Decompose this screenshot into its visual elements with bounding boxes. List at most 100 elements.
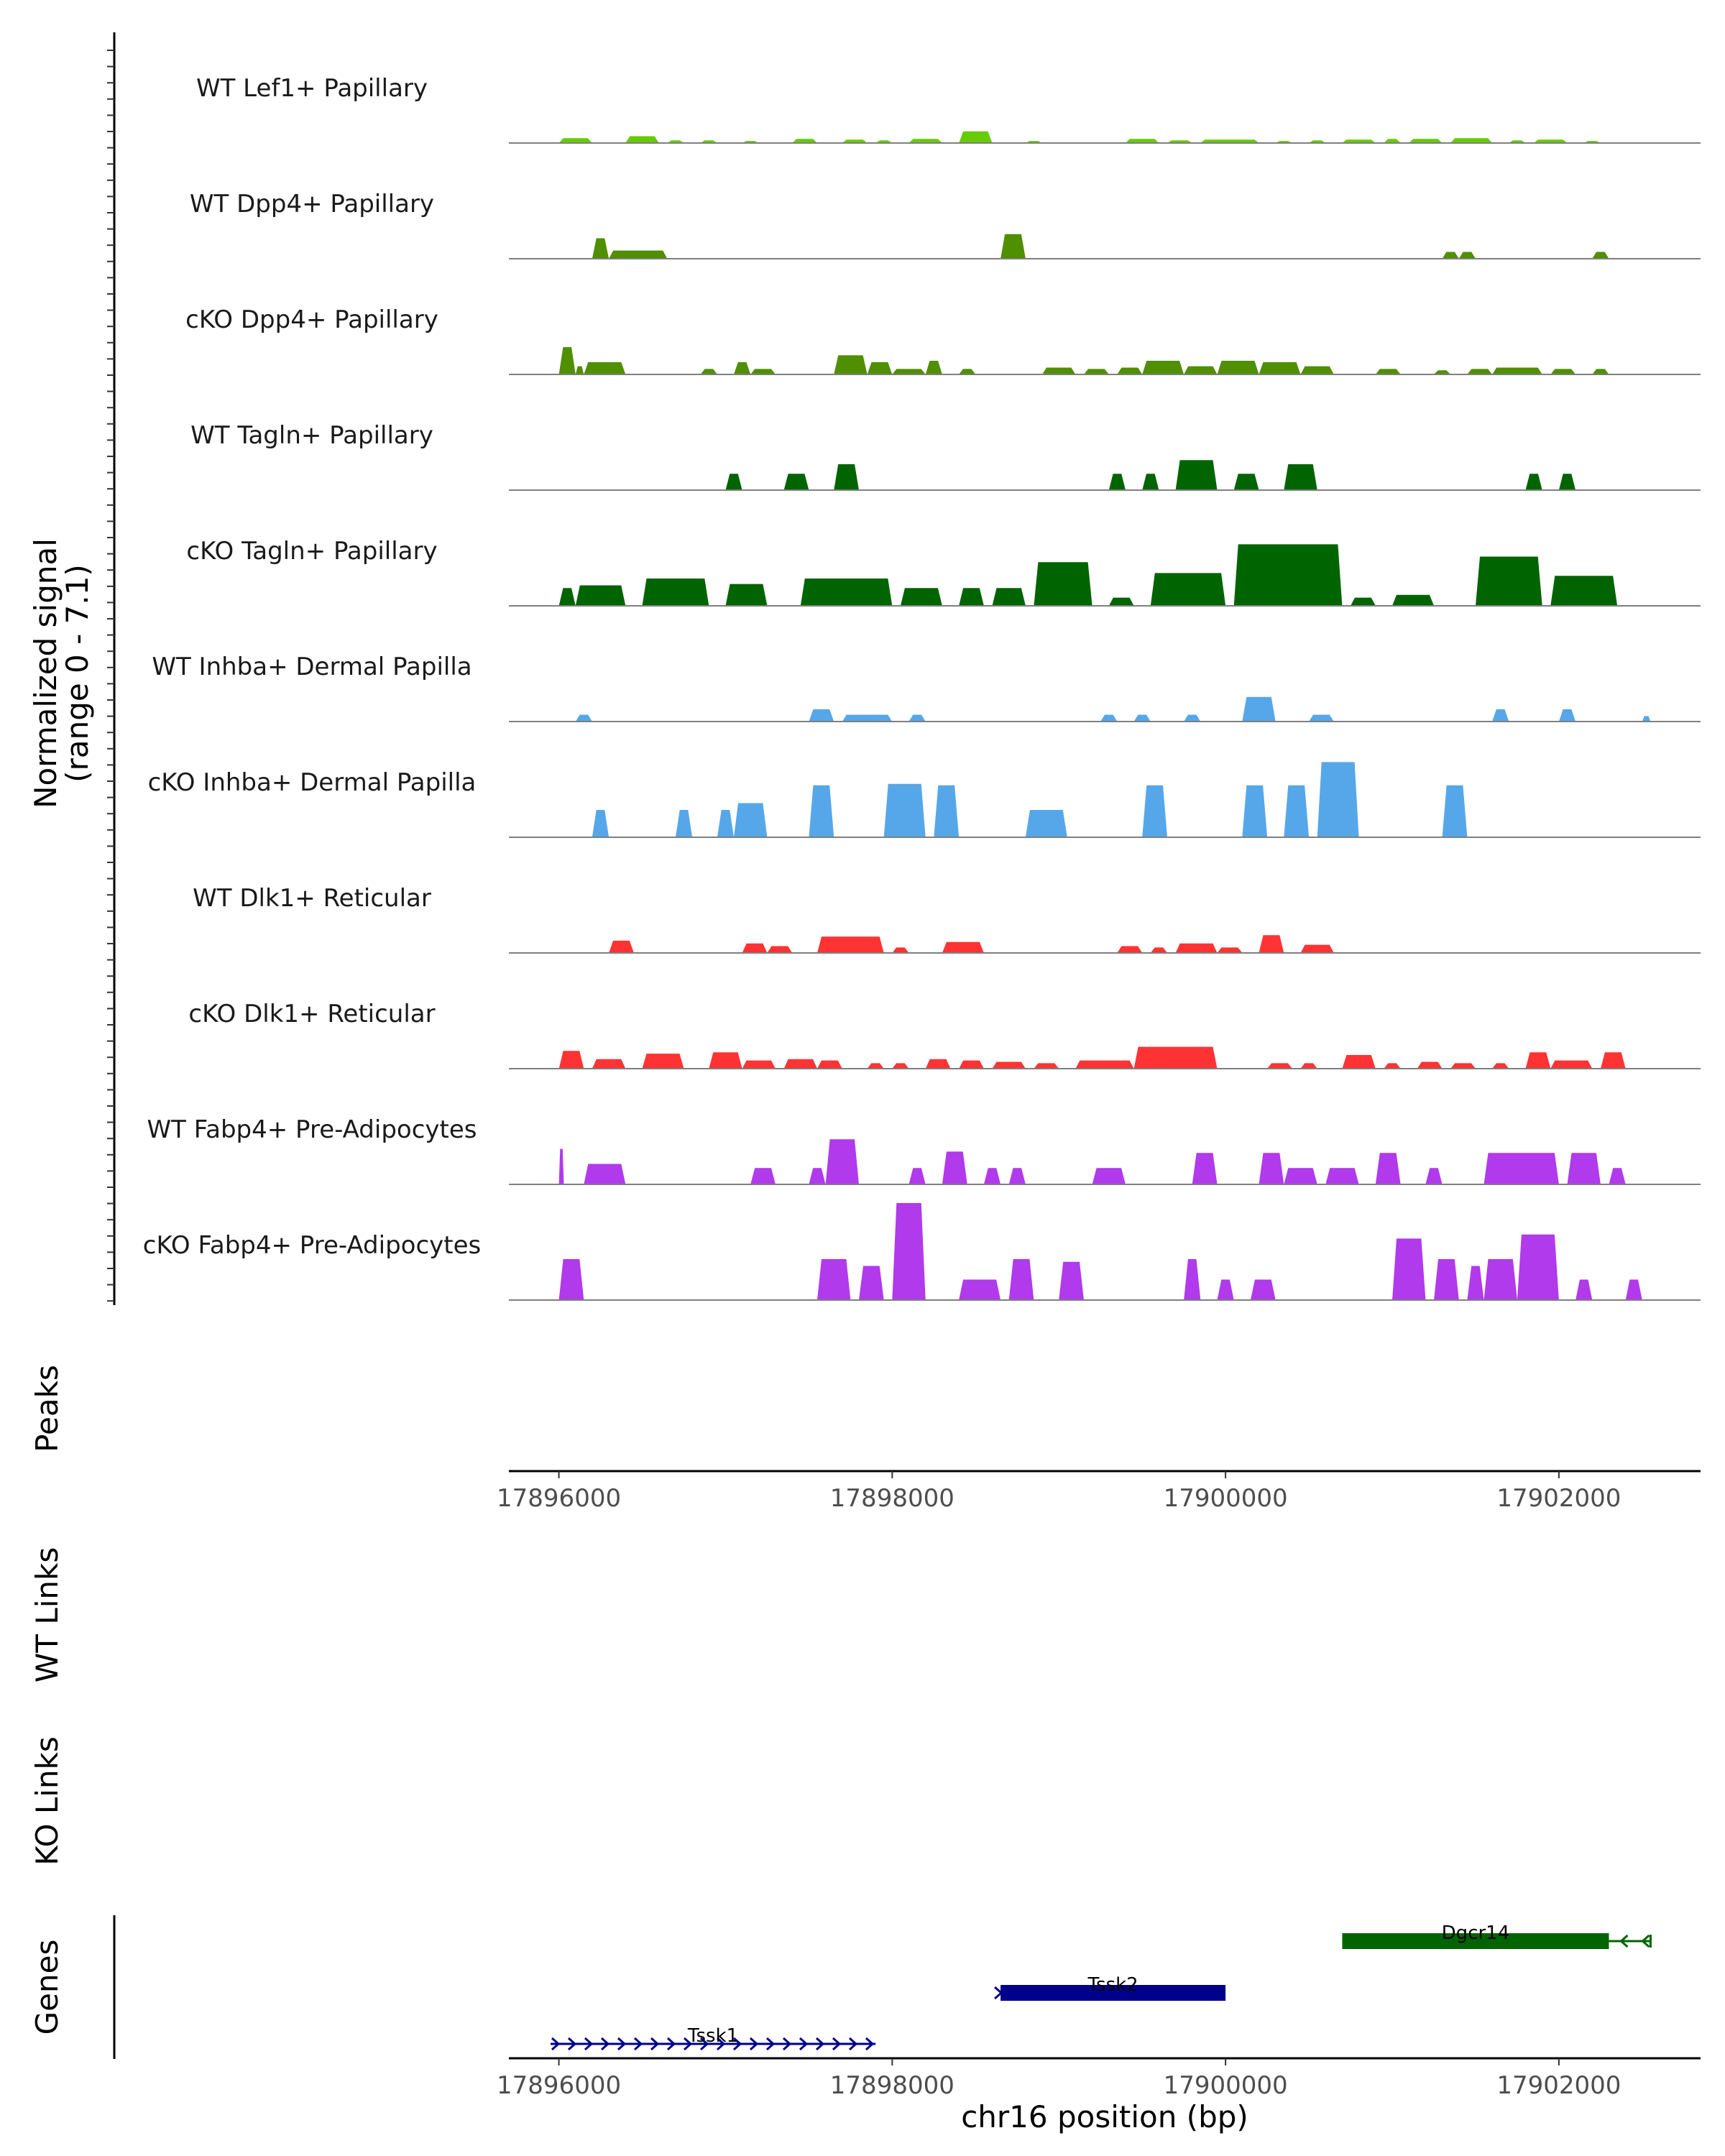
strand-arrow	[683, 2037, 693, 2051]
signal-area	[1450, 138, 1493, 143]
signal-area	[1150, 947, 1167, 953]
signal-area	[1558, 474, 1576, 490]
x-tick-label: 17900000	[1164, 1484, 1288, 1513]
signal-area	[908, 139, 942, 143]
signal-area	[742, 1060, 776, 1069]
coverage-tracks: WT Lef1+ Papillary WT Dpp4+ Papillary cKO …	[143, 74, 1701, 1301]
signal-area	[908, 714, 926, 722]
signal-area	[1034, 1063, 1059, 1069]
signal-area	[1484, 1153, 1559, 1184]
signal-area	[1467, 369, 1493, 374]
signal-area	[800, 579, 893, 606]
strand-arrow	[567, 2037, 577, 2051]
track-9: WT Fabp4+ Pre-Adipocytes	[147, 1115, 1701, 1185]
gene-label: Tssk1	[687, 2025, 738, 2047]
signal-area	[1609, 1168, 1626, 1184]
signal-area	[908, 1168, 926, 1184]
signal-area	[717, 810, 734, 837]
signal-area	[1458, 252, 1476, 259]
signal-area	[575, 714, 592, 722]
strand-arrow	[848, 2037, 858, 2051]
gene-tssk1: Tssk1	[550, 2025, 876, 2051]
signal-area	[1425, 1168, 1443, 1184]
x-tick-label: 17898000	[830, 1484, 954, 1513]
signal-area	[1434, 370, 1451, 374]
signal-area	[959, 131, 993, 143]
signal-area	[592, 810, 610, 837]
signal-area	[558, 1259, 584, 1300]
track-label: cKO Inhba+ Dermal Papilla	[148, 768, 477, 797]
signal-area	[1317, 762, 1359, 837]
wt-links-panel-label: WT Links	[29, 1547, 65, 1682]
signal-area	[1492, 367, 1542, 374]
signal-area	[1550, 369, 1576, 374]
signal-area	[1142, 361, 1184, 374]
signal-area	[809, 1168, 826, 1184]
track-label: WT Inhba+ Dermal Papilla	[152, 653, 472, 681]
signal-area	[1250, 1279, 1276, 1300]
strand-arrow	[600, 2037, 610, 2051]
signal-area	[1576, 1279, 1593, 1300]
signal-area	[767, 946, 793, 953]
signal-area	[584, 361, 626, 374]
signal-area	[675, 810, 693, 837]
signal-area	[1525, 1052, 1551, 1069]
signal-area	[825, 1139, 859, 1184]
signal-area	[750, 1168, 776, 1184]
strand-arrow	[1641, 1934, 1650, 1948]
signal-area	[1492, 709, 1509, 722]
signal-area	[1550, 576, 1618, 606]
signal-area	[725, 474, 742, 490]
signal-area	[1042, 367, 1076, 374]
signal-area	[558, 1051, 584, 1069]
peaks-panel-label: Peaks	[29, 1365, 65, 1452]
track-label: cKO Tagln+ Papillary	[186, 537, 437, 566]
signal-area	[883, 783, 926, 837]
signal-area	[1592, 252, 1609, 259]
signal-area	[1184, 1259, 1201, 1300]
signal-area	[1175, 460, 1218, 490]
signal-area	[584, 1164, 626, 1184]
signal-area	[1442, 785, 1468, 837]
signal-area	[892, 1063, 909, 1069]
signal-area	[809, 709, 834, 722]
signal-area	[592, 1059, 626, 1069]
signal-area	[1217, 947, 1243, 953]
signal-area	[1550, 1060, 1593, 1069]
signal-area	[575, 366, 584, 374]
strand-arrow	[749, 2037, 759, 2051]
signal-area	[1284, 1168, 1317, 1184]
track-8: cKO Dlk1+ Reticular	[188, 1000, 1701, 1069]
strand-arrow	[765, 2037, 776, 2051]
signal-area	[1184, 714, 1201, 722]
peaks-x-axis: 17896000 17898000 17900000 17902000	[497, 1470, 1701, 1513]
gene-dgcr14: Dgcr14	[1342, 1922, 1652, 1949]
signal-area	[1259, 935, 1284, 953]
strand-arrow	[617, 2037, 627, 2051]
track-2: cKO Dpp4+ Papillary	[185, 305, 1701, 375]
signal-area	[558, 138, 592, 143]
track-label: WT Tagln+ Papillary	[190, 421, 433, 450]
signal-area	[834, 464, 859, 490]
signal-area	[1034, 562, 1092, 606]
track-4: cKO Tagln+ Papillary	[186, 537, 1701, 607]
signal-area	[609, 250, 668, 259]
signal-area	[959, 369, 976, 374]
signal-area	[1175, 943, 1218, 953]
x-tick-label: 17896000	[497, 2071, 621, 2100]
strand-arrow	[732, 2037, 742, 2051]
genes-panel-label: Genes	[29, 1940, 65, 2035]
signal-area	[558, 588, 576, 606]
signal-area	[892, 369, 926, 374]
signal-area	[783, 474, 809, 490]
signal-area	[892, 947, 909, 953]
signal-area	[1184, 366, 1218, 374]
signal-area	[1025, 810, 1067, 837]
strand-arrow	[716, 2037, 726, 2051]
signal-area	[592, 238, 610, 259]
signal-area	[609, 940, 634, 953]
y-axis-title-line2: (range 0 - 7.1)	[60, 564, 95, 783]
signal-area	[809, 785, 834, 837]
signal-area	[1467, 1266, 1484, 1300]
x-tick-label: 17896000	[497, 1484, 621, 1513]
